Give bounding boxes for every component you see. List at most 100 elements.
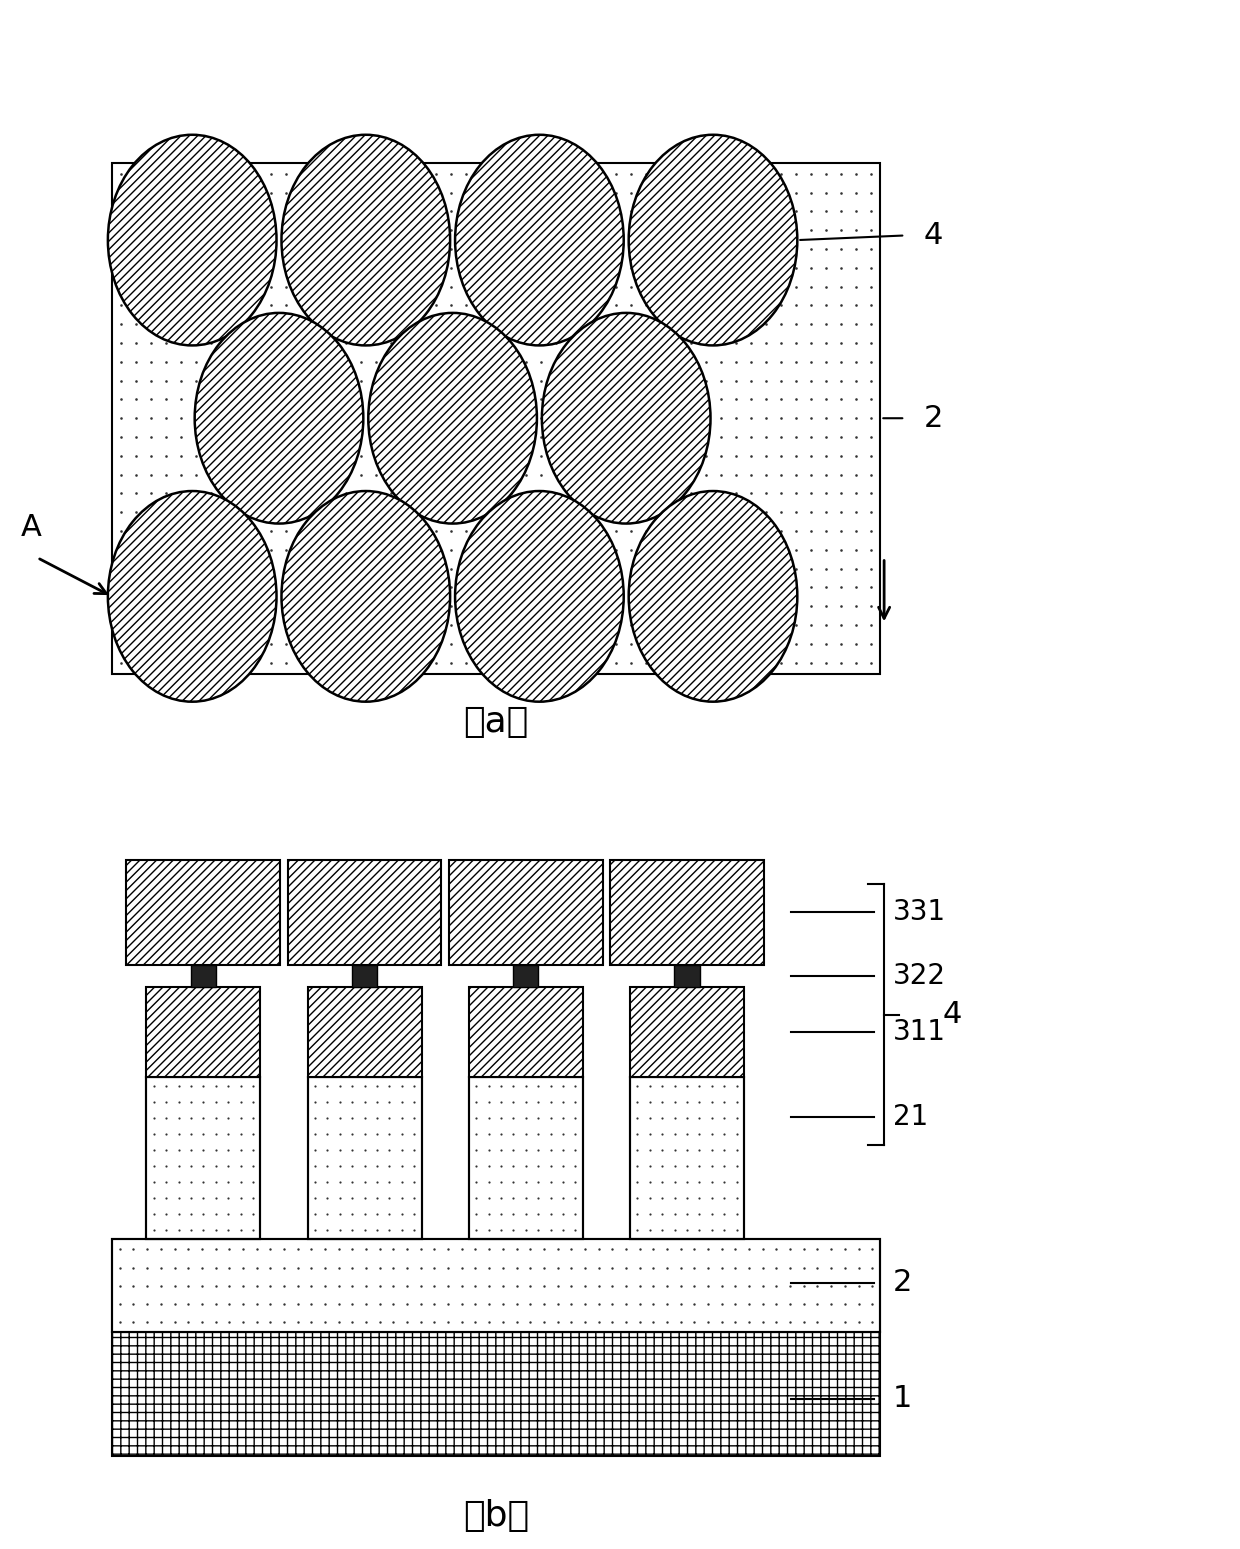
Point — [516, 1137, 536, 1162]
Point — [330, 1121, 350, 1146]
Point — [379, 1185, 399, 1210]
Point — [427, 632, 446, 657]
Point — [742, 330, 761, 355]
Point — [501, 311, 521, 336]
Point — [381, 293, 401, 318]
Point — [156, 1106, 176, 1131]
Point — [471, 237, 491, 262]
Point — [651, 613, 671, 638]
Point — [503, 1202, 523, 1227]
Point — [206, 1218, 226, 1242]
Point — [565, 1169, 585, 1194]
Point — [712, 369, 732, 393]
Point — [546, 350, 565, 375]
Point — [370, 1273, 389, 1298]
Point — [848, 1273, 868, 1298]
Point — [381, 500, 401, 525]
Point — [260, 237, 280, 262]
Point — [697, 237, 717, 262]
Bar — [675, 965, 699, 987]
Point — [531, 369, 551, 393]
Point — [201, 218, 221, 243]
Point — [466, 1185, 486, 1210]
Point — [862, 593, 882, 618]
Point — [681, 293, 701, 318]
Point — [712, 613, 732, 638]
Point — [317, 1121, 337, 1146]
Point — [727, 256, 746, 280]
Point — [291, 330, 311, 355]
Point — [807, 1238, 827, 1262]
Point — [603, 1273, 622, 1298]
Point — [702, 1154, 722, 1179]
Point — [756, 180, 776, 204]
Point — [479, 1154, 498, 1179]
Point — [606, 462, 626, 486]
Point — [441, 538, 461, 562]
Point — [832, 424, 852, 449]
Point — [186, 556, 206, 581]
Point — [681, 632, 701, 657]
Point — [329, 1292, 348, 1317]
Point — [606, 311, 626, 336]
Point — [666, 330, 686, 355]
Point — [621, 613, 641, 638]
Point — [651, 519, 671, 544]
Point — [410, 218, 430, 243]
Point — [144, 1073, 164, 1098]
Point — [441, 406, 461, 431]
Point — [366, 519, 386, 544]
Point — [553, 1202, 573, 1227]
Point — [144, 1106, 164, 1131]
Point — [156, 424, 176, 449]
Point — [816, 293, 836, 318]
Point — [260, 256, 280, 280]
Point — [697, 575, 717, 599]
Point — [591, 593, 611, 618]
Point — [531, 161, 551, 186]
Point — [392, 1073, 412, 1098]
Point — [847, 293, 867, 318]
Point — [712, 500, 732, 525]
Point — [677, 1154, 697, 1179]
Point — [562, 293, 582, 318]
Point — [441, 556, 461, 581]
Point — [666, 406, 686, 431]
Point — [501, 406, 521, 431]
Point — [516, 1218, 536, 1242]
Point — [351, 500, 371, 525]
Point — [794, 1255, 813, 1279]
Point — [562, 1255, 582, 1279]
Point — [771, 443, 791, 468]
Point — [546, 406, 565, 431]
Point — [727, 500, 746, 525]
Point — [727, 293, 746, 318]
Point — [666, 613, 686, 638]
Bar — [288, 860, 441, 965]
Point — [786, 443, 806, 468]
Point — [801, 369, 821, 393]
Point — [479, 1255, 498, 1279]
Point — [644, 1292, 663, 1317]
Point — [616, 1273, 636, 1298]
Point — [862, 1292, 882, 1317]
Point — [125, 406, 145, 431]
Point — [697, 387, 717, 412]
Point — [383, 1238, 403, 1262]
Point — [621, 237, 641, 262]
Point — [786, 613, 806, 638]
Point — [216, 651, 236, 675]
Point — [565, 1121, 585, 1146]
Point — [816, 237, 836, 262]
Point — [219, 1309, 239, 1334]
Point — [801, 161, 821, 186]
Point — [821, 1309, 841, 1334]
Point — [503, 1121, 523, 1146]
Point — [712, 1238, 732, 1262]
Point — [516, 218, 536, 243]
Point — [366, 462, 386, 486]
Point — [351, 369, 371, 393]
Point — [479, 1089, 498, 1114]
Point — [441, 293, 461, 318]
Point — [727, 1185, 746, 1210]
